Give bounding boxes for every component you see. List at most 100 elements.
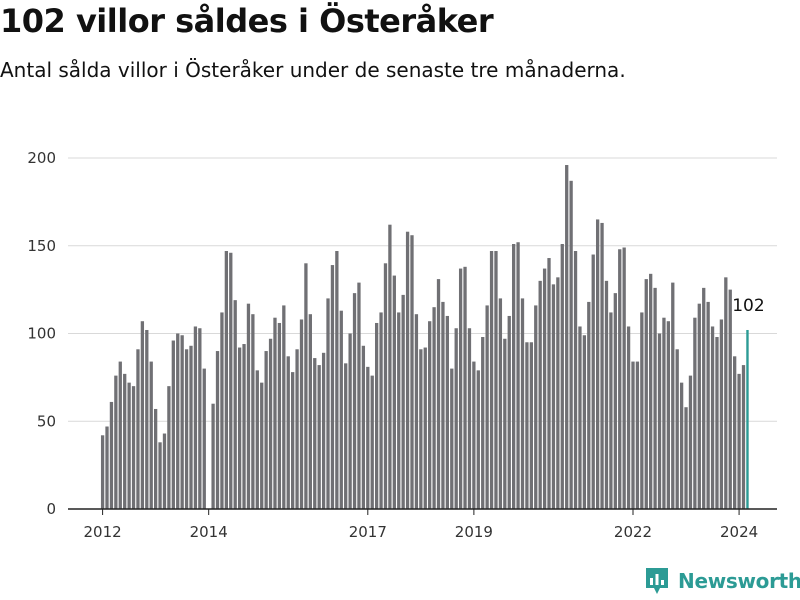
bar	[361, 345, 366, 509]
bar	[295, 349, 299, 509]
bar	[419, 349, 423, 509]
bar-highlight	[746, 329, 749, 509]
bar	[547, 258, 551, 509]
bar	[609, 312, 613, 509]
bar	[242, 344, 246, 509]
bar	[153, 408, 158, 509]
bar	[220, 312, 224, 509]
highlight-value-label: 102	[732, 296, 764, 316]
bar	[710, 326, 715, 509]
bar	[644, 279, 648, 509]
bar	[299, 319, 304, 509]
chart-title: 102 villor såldes i Österåker	[0, 2, 494, 40]
bar	[565, 165, 569, 509]
x-tick-label: 2017	[349, 523, 387, 541]
bar	[640, 312, 644, 509]
bar	[357, 282, 361, 509]
bar	[719, 319, 724, 509]
bar	[366, 366, 370, 509]
bar	[176, 333, 180, 509]
bar	[339, 310, 343, 509]
bar	[485, 305, 489, 509]
bar	[211, 403, 215, 509]
bar	[383, 263, 388, 509]
bar	[498, 298, 503, 509]
bar	[688, 375, 693, 509]
bar	[215, 351, 220, 509]
y-tick-label: 100	[27, 325, 56, 343]
bar	[304, 263, 308, 509]
bar	[180, 335, 184, 509]
bar	[162, 433, 167, 509]
bar	[246, 303, 251, 509]
bar	[374, 322, 379, 509]
bar	[330, 265, 335, 509]
bar	[450, 368, 454, 509]
bar	[335, 251, 339, 509]
newsworthy-logo-icon	[646, 568, 668, 594]
bar	[635, 361, 640, 509]
chart-subtitle: Antal sålda villor i Österåker under de …	[0, 58, 626, 82]
bar	[569, 180, 573, 509]
bar	[613, 293, 617, 509]
bar	[131, 386, 136, 509]
bar	[733, 356, 737, 509]
bars	[100, 165, 749, 510]
bar	[405, 231, 410, 509]
bar	[534, 305, 538, 509]
bar	[313, 358, 317, 509]
y-tick-label: 0	[46, 500, 56, 518]
bar	[556, 277, 560, 509]
bar	[352, 293, 357, 509]
bar	[136, 349, 140, 509]
bar	[516, 242, 520, 510]
bar	[282, 305, 286, 509]
bar	[428, 321, 432, 509]
y-tick-label: 50	[37, 412, 56, 430]
bar	[476, 370, 480, 509]
bar	[702, 287, 706, 509]
bar	[578, 326, 582, 509]
bar	[127, 382, 131, 509]
bar	[123, 373, 127, 509]
bar	[587, 301, 591, 509]
bar	[145, 329, 149, 509]
bar	[737, 373, 741, 509]
x-tick-label: 2014	[190, 523, 228, 541]
bar	[401, 294, 405, 509]
bar	[436, 279, 441, 509]
bar	[423, 347, 427, 509]
bar	[494, 251, 498, 509]
bar	[529, 342, 533, 509]
bar	[348, 333, 352, 509]
bar	[184, 349, 189, 509]
bar	[317, 365, 321, 509]
bar	[432, 307, 436, 509]
bar	[525, 342, 529, 509]
bar	[273, 317, 277, 509]
bar	[573, 251, 578, 509]
bar	[268, 338, 273, 509]
bar	[291, 372, 295, 509]
bar	[167, 386, 171, 509]
bar	[684, 407, 688, 509]
bar	[542, 268, 547, 509]
bar	[277, 322, 282, 509]
bar	[370, 375, 374, 509]
bar	[286, 356, 290, 509]
bar	[728, 289, 732, 510]
bar	[560, 244, 564, 509]
bar	[158, 442, 162, 509]
bar	[344, 363, 348, 509]
x-tick-label: 2019	[455, 523, 493, 541]
bar	[538, 280, 542, 509]
bar	[392, 275, 396, 509]
bar	[454, 328, 458, 509]
bar	[237, 347, 242, 509]
newsworthy-logo-text: Newsworthy	[678, 569, 800, 593]
bar	[264, 351, 268, 509]
x-tick-label: 2024	[720, 523, 758, 541]
bar	[321, 352, 326, 509]
bar	[326, 298, 330, 509]
